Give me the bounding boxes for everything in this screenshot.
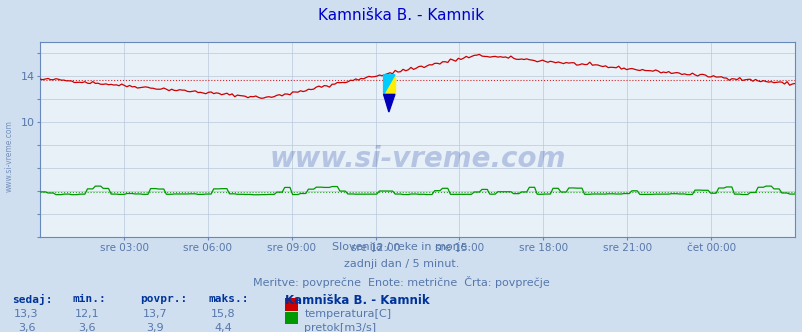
- Text: temperatura[C]: temperatura[C]: [304, 309, 391, 319]
- Text: 3,6: 3,6: [18, 323, 35, 332]
- Text: maks.:: maks.:: [209, 294, 249, 304]
- Text: 3,9: 3,9: [146, 323, 164, 332]
- Text: www.si-vreme.com: www.si-vreme.com: [269, 145, 565, 173]
- Polygon shape: [383, 94, 395, 112]
- Text: Kamniška B. - Kamnik: Kamniška B. - Kamnik: [285, 294, 429, 307]
- Text: sedaj:: sedaj:: [12, 294, 52, 305]
- Text: povpr.:: povpr.:: [140, 294, 188, 304]
- Text: www.si-vreme.com: www.si-vreme.com: [5, 120, 14, 192]
- Text: 15,8: 15,8: [211, 309, 235, 319]
- Text: 13,3: 13,3: [14, 309, 38, 319]
- Polygon shape: [383, 75, 395, 94]
- Text: zadnji dan / 5 minut.: zadnji dan / 5 minut.: [343, 259, 459, 269]
- Text: Slovenija / reke in morje.: Slovenija / reke in morje.: [332, 242, 470, 252]
- Text: 13,7: 13,7: [143, 309, 167, 319]
- Text: min.:: min.:: [72, 294, 106, 304]
- Text: pretok[m3/s]: pretok[m3/s]: [304, 323, 376, 332]
- Text: 3,6: 3,6: [78, 323, 95, 332]
- Text: Meritve: povprečne  Enote: metrične  Črta: povprečje: Meritve: povprečne Enote: metrične Črta:…: [253, 276, 549, 288]
- Text: 4,4: 4,4: [214, 323, 232, 332]
- Text: Kamniška B. - Kamnik: Kamniška B. - Kamnik: [318, 8, 484, 23]
- Text: 12,1: 12,1: [75, 309, 99, 319]
- Polygon shape: [383, 75, 395, 94]
